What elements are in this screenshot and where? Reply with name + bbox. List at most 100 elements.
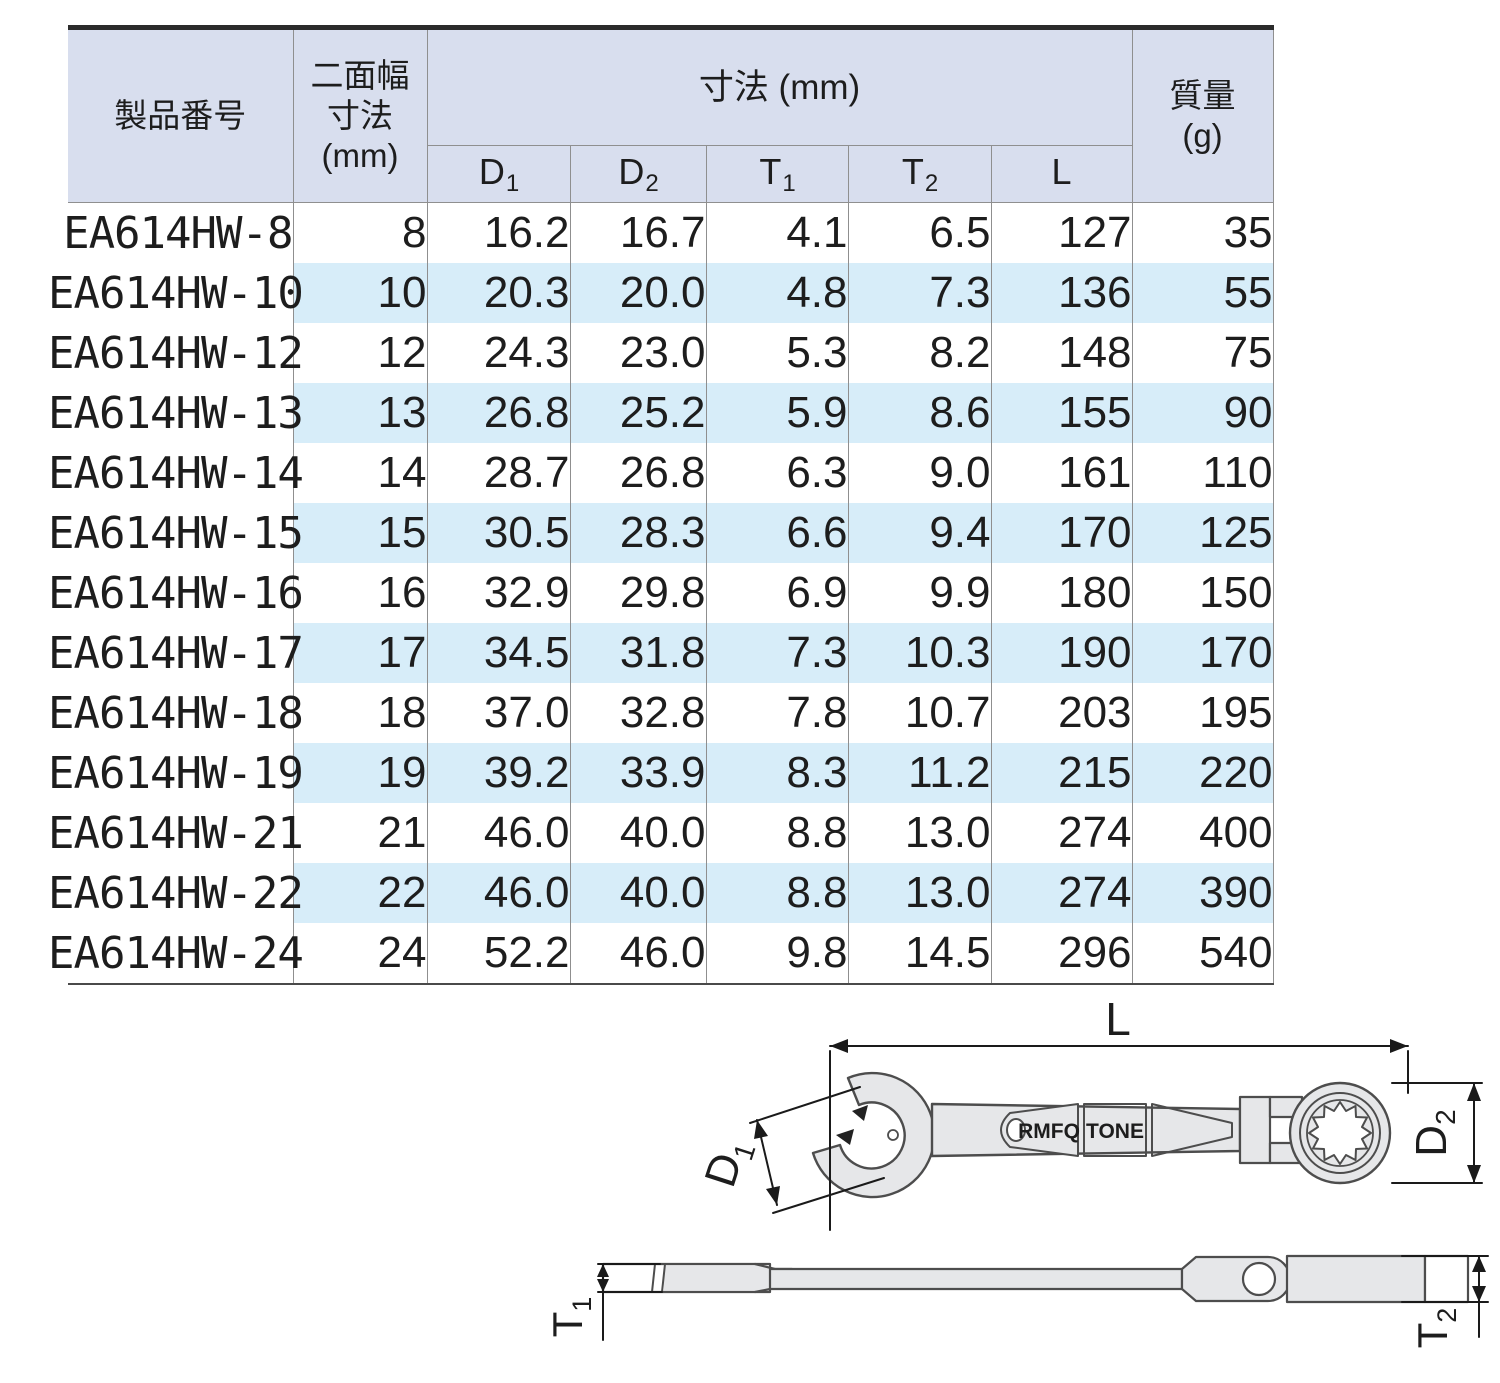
product-number: EA614HW-8 xyxy=(63,207,293,259)
t1-cell: 8.8 xyxy=(705,803,848,863)
mass-cell: 150 xyxy=(1131,563,1274,623)
mass-cell: 540 xyxy=(1131,923,1274,984)
table-row: EA614HW-17 17 34.5 31.8 7.3 10.3 190 170 xyxy=(48,623,1274,683)
header-product: 製品番号 xyxy=(68,27,293,203)
product-number: EA614HW-18 xyxy=(48,687,304,739)
side-shank xyxy=(768,1267,1184,1291)
flex-yoke xyxy=(1238,1095,1272,1165)
product-cell: EA614HW-24 xyxy=(48,923,304,984)
wrench-top-view: RMFQ TONE L xyxy=(696,993,1483,1231)
l-cell: 190 xyxy=(990,623,1133,683)
d1-cell: 46.0 xyxy=(426,863,570,923)
product-cell: EA614HW-17 xyxy=(48,623,304,683)
l-cell: 180 xyxy=(990,563,1133,623)
header-mass-line2: (g) xyxy=(1182,117,1223,154)
l-cell: 296 xyxy=(990,923,1133,984)
mass-cell: 170 xyxy=(1131,623,1274,683)
mass-cell: 75 xyxy=(1131,323,1274,383)
product-cell: EA614HW-21 xyxy=(48,803,304,863)
d1-cell: 16.2 xyxy=(426,202,570,263)
arrowhead-icon xyxy=(1467,1083,1481,1101)
arrowhead-icon xyxy=(597,1264,609,1277)
d1-cell: 32.9 xyxy=(426,563,570,623)
hang-hole xyxy=(1006,1118,1026,1142)
d2-cell: 16.7 xyxy=(569,202,706,263)
t1-cell: 7.8 xyxy=(705,683,848,743)
side-ring-cap xyxy=(1423,1254,1470,1304)
mass-cell: 400 xyxy=(1131,803,1274,863)
product-number: EA614HW-17 xyxy=(48,627,304,679)
arrowhead-icon xyxy=(754,1120,768,1139)
product-cell: EA614HW-15 xyxy=(48,503,304,563)
t2-cell: 11.2 xyxy=(847,743,991,803)
d1-cell: 30.5 xyxy=(426,503,570,563)
table-row: EA614HW-24 24 52.2 46.0 9.8 14.5 296 540 xyxy=(48,923,1274,984)
t2-cell: 8.2 xyxy=(847,323,991,383)
header-mass: 質量 (g) xyxy=(1131,27,1274,203)
header-t2: T2 xyxy=(847,145,991,203)
spec-table-header: 製品番号 二面幅 寸法 (mm) 寸法 (mm) 質量 (g) D1 D2 T1… xyxy=(68,27,1274,203)
t1-cell: 5.9 xyxy=(705,383,848,443)
spec-table-body: EA614HW-8 8 16.2 16.7 4.1 6.5 127 35 EA614HW-10 1… xyxy=(48,202,1274,984)
width-cell: 10 xyxy=(292,263,427,323)
width-cell: 8 xyxy=(292,202,427,263)
product-cell: EA614HW-10 xyxy=(48,263,304,323)
product-cell: EA614HW-16 xyxy=(48,563,304,623)
t1-cell: 8.8 xyxy=(705,863,848,923)
width-cell: 13 xyxy=(292,383,427,443)
arrowhead-icon xyxy=(597,1279,609,1292)
header-d1: D1 xyxy=(426,145,570,203)
d2-cell: 28.3 xyxy=(569,503,706,563)
l-cell: 274 xyxy=(990,863,1133,923)
d2-cell: 20.0 xyxy=(569,263,706,323)
t1-cell: 9.8 xyxy=(705,923,848,984)
width-cell: 22 xyxy=(292,863,427,923)
d2-cell: 40.0 xyxy=(569,863,706,923)
width-cell: 19 xyxy=(292,743,427,803)
wrench-side-view: T1 T2 xyxy=(544,1254,1489,1348)
mass-cell: 390 xyxy=(1131,863,1274,923)
width-cell: 12 xyxy=(292,323,427,383)
dim-label-l: L xyxy=(1105,993,1131,1045)
t1-cell: 4.1 xyxy=(705,202,848,263)
t2-cell: 9.0 xyxy=(847,443,991,503)
handle-panel-left xyxy=(1000,1103,1079,1157)
table-row: EA614HW-8 8 16.2 16.7 4.1 6.5 127 35 xyxy=(63,202,1274,263)
side-open-end-body xyxy=(664,1265,769,1291)
d2-cell: 32.8 xyxy=(569,683,706,743)
t2-cell: 8.6 xyxy=(847,383,991,443)
t2-cell: 6.5 xyxy=(847,202,991,263)
header-l: L xyxy=(990,145,1133,203)
d2-cell: 33.9 xyxy=(569,743,706,803)
ring-12pt-profile xyxy=(1308,1101,1372,1165)
product-cell: EA614HW-14 xyxy=(48,443,304,503)
width-cell: 14 xyxy=(292,443,427,503)
product-number: EA614HW-22 xyxy=(48,867,304,919)
header-width-line1: 二面幅 xyxy=(310,57,410,94)
width-cell: 18 xyxy=(292,683,427,743)
d1-cell: 28.7 xyxy=(426,443,570,503)
mass-cell: 195 xyxy=(1131,683,1274,743)
product-number: EA614HW-14 xyxy=(48,447,304,499)
product-number: EA614HW-15 xyxy=(48,507,304,559)
header-width-across-flats: 二面幅 寸法 (mm) xyxy=(292,27,427,203)
table-row: EA614HW-12 12 24.3 23.0 5.3 8.2 148 75 xyxy=(48,323,1274,383)
d1-cell: 39.2 xyxy=(426,743,570,803)
t1-cell: 8.3 xyxy=(705,743,848,803)
t1-cell: 7.3 xyxy=(705,623,848,683)
product-cell: EA614HW-13 xyxy=(48,383,304,443)
d2-cell: 31.8 xyxy=(569,623,706,683)
arrowhead-icon xyxy=(1467,1165,1481,1183)
t1-cell: 5.3 xyxy=(705,323,848,383)
l-cell: 170 xyxy=(990,503,1133,563)
table-row: EA614HW-14 14 28.7 26.8 6.3 9.0 161 110 xyxy=(48,443,1274,503)
arrowhead-icon xyxy=(830,1039,848,1053)
header-width-line3: (mm) xyxy=(321,137,399,174)
table-row: EA614HW-16 16 32.9 29.8 6.9 9.9 180 150 xyxy=(48,563,1274,623)
header-d2: D2 xyxy=(569,145,706,203)
width-cell: 15 xyxy=(292,503,427,563)
marking-tone: TONE xyxy=(1086,1120,1144,1143)
header-mass-line1: 質量 xyxy=(1169,77,1236,114)
d1-cell: 34.5 xyxy=(426,623,570,683)
